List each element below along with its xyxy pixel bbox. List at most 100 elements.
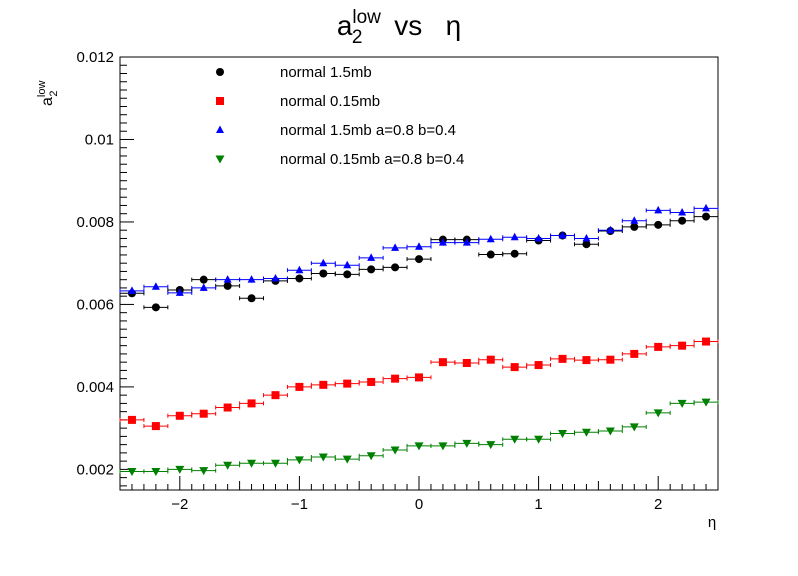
data-point — [581, 428, 591, 437]
data-point — [702, 212, 711, 221]
legend-marker — [215, 155, 225, 164]
data-point — [270, 459, 280, 468]
data-point — [223, 403, 232, 412]
data-point — [271, 391, 280, 400]
ylabel-base: a — [39, 97, 56, 106]
data-point — [151, 282, 160, 290]
data-point — [367, 377, 376, 386]
title-sub: 2 — [352, 27, 363, 48]
y-tick-label: 0.01 — [85, 131, 114, 148]
data-point — [127, 415, 136, 424]
data-point — [199, 409, 208, 418]
data-point — [391, 374, 400, 383]
data-point — [630, 216, 639, 224]
data-point — [534, 361, 543, 370]
data-point — [319, 269, 328, 278]
data-point — [342, 455, 352, 464]
title-base: a — [337, 10, 353, 41]
data-point — [247, 275, 256, 283]
y-axis-label: alow2 — [36, 81, 60, 106]
data-point — [415, 242, 423, 250]
data-point — [199, 283, 208, 291]
legend-label: normal 0.15mb — [280, 93, 380, 110]
legend-marker — [216, 125, 224, 133]
data-point — [151, 422, 160, 431]
data-point — [606, 355, 615, 364]
data-point — [510, 363, 519, 372]
data-point — [702, 203, 711, 212]
series-3 — [119, 203, 719, 296]
data-point — [630, 349, 639, 358]
legend-label: normal 1.5mb a=0.8 b=0.4 — [280, 122, 456, 139]
data-point — [319, 380, 328, 389]
y-tick-label: 0.006 — [76, 296, 114, 313]
data-point — [582, 240, 591, 249]
data-point — [223, 275, 232, 283]
data-point — [629, 423, 639, 432]
data-point — [151, 467, 161, 476]
legend-marker — [216, 97, 224, 105]
data-point — [391, 243, 400, 251]
data-point — [343, 270, 352, 279]
data-point — [702, 337, 711, 346]
data-point — [199, 275, 208, 284]
data-point — [415, 255, 423, 264]
data-point — [438, 442, 448, 451]
y-tick-label: 0.002 — [76, 461, 114, 478]
x-tick-label: −1 — [291, 496, 308, 513]
data-point — [462, 439, 472, 448]
data-point — [367, 253, 376, 261]
data-point — [127, 467, 137, 476]
data-point — [367, 265, 376, 274]
y-tick-label: 0.008 — [76, 214, 114, 231]
legend-marker — [216, 68, 224, 76]
data-point — [366, 452, 376, 461]
data-point — [294, 456, 304, 465]
data-point — [390, 446, 400, 455]
data-point — [534, 435, 544, 444]
legend-entry-4: normal 0.15mb a=0.8 b=0.4 — [215, 151, 464, 168]
series-layer — [119, 203, 719, 476]
data-point — [582, 233, 591, 242]
data-point — [391, 263, 400, 272]
data-point — [343, 379, 352, 388]
data-point — [415, 373, 423, 382]
y-tick-label: 0.004 — [76, 379, 114, 396]
data-point — [319, 258, 328, 267]
y-tick-label: 0.012 — [76, 49, 114, 66]
x-tick-label: 1 — [534, 496, 542, 513]
axes: −2 −1 0 1 2 0.002 0.004 0.006 0.008 0.01 0.012 — [76, 49, 719, 513]
data-point — [414, 442, 424, 451]
data-point — [199, 467, 209, 476]
x-tick-label: 0 — [415, 496, 423, 513]
title-rest: vs η — [386, 10, 461, 41]
series-4 — [119, 398, 719, 476]
ylabel-sup: low — [36, 81, 48, 98]
data-point — [654, 342, 663, 351]
legend: normal 1.5mb normal 0.15mb normal 1.5mb a=… — [215, 64, 464, 168]
data-point — [701, 398, 711, 407]
data-point — [295, 265, 304, 274]
data-point — [654, 220, 663, 229]
data-point — [223, 281, 232, 290]
data-point — [486, 355, 495, 364]
legend-label: normal 1.5mb — [280, 64, 372, 81]
data-point — [247, 459, 257, 468]
x-axis-label: η — [708, 514, 716, 531]
data-point — [151, 303, 160, 312]
data-point — [127, 286, 136, 294]
data-point — [271, 273, 280, 282]
data-point — [678, 216, 687, 225]
data-point — [295, 382, 304, 391]
series-2 — [119, 337, 719, 431]
data-point — [654, 205, 663, 214]
x-tick-label: 2 — [654, 496, 662, 513]
data-point — [510, 249, 519, 258]
ylabel-sub: 2 — [48, 90, 60, 96]
data-point — [486, 250, 495, 259]
x-tick-label: −2 — [171, 496, 188, 513]
data-point — [558, 354, 567, 363]
data-point — [558, 430, 568, 439]
data-point — [223, 461, 233, 470]
